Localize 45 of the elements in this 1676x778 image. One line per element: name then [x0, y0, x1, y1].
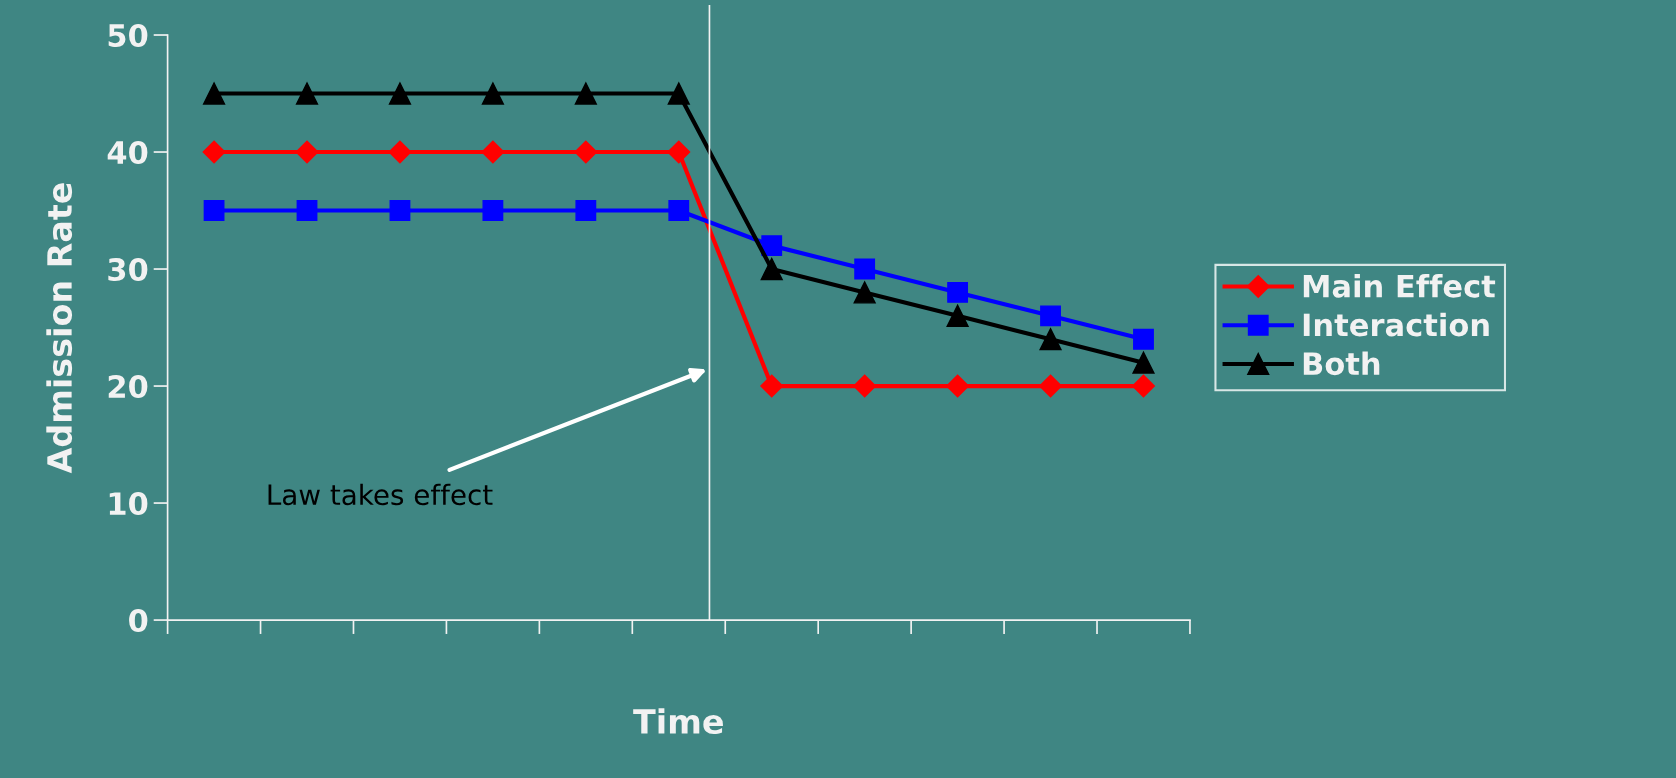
- point: [667, 140, 691, 164]
- y-axis-title: Admission Rate: [46, 183, 73, 474]
- y-tick-label: 50: [108, 23, 148, 48]
- point: [853, 281, 876, 304]
- point: [946, 304, 969, 327]
- legend-label: Interaction: [1303, 312, 1489, 337]
- point: [575, 200, 597, 221]
- legend-label: Main Effect: [1303, 274, 1496, 298]
- point: [854, 258, 876, 280]
- point: [853, 374, 877, 398]
- point: [1040, 305, 1061, 327]
- point: [946, 374, 970, 398]
- point: [761, 235, 783, 257]
- point: [668, 200, 690, 221]
- point: [295, 140, 319, 164]
- y-tick-label: 0: [129, 609, 148, 633]
- point: [481, 140, 505, 164]
- point: [481, 82, 505, 105]
- annotation: Law takes effect: [268, 483, 493, 506]
- y-tick-label: 30: [108, 257, 148, 282]
- point: [574, 140, 598, 164]
- point: [1039, 328, 1062, 351]
- point: [760, 257, 783, 281]
- point: [667, 82, 690, 105]
- y-tick-label: 20: [108, 374, 148, 399]
- y-tick-label: 10: [109, 491, 148, 516]
- point: [1132, 351, 1155, 374]
- point: [296, 200, 318, 221]
- point: [1039, 374, 1063, 398]
- point: [947, 282, 969, 303]
- point: [202, 140, 226, 164]
- point: [1133, 328, 1154, 350]
- point: [203, 200, 225, 221]
- y-tick-label: 40: [107, 140, 148, 165]
- point: [760, 374, 784, 398]
- point: [482, 200, 504, 221]
- point: [388, 140, 412, 164]
- point: [389, 200, 411, 221]
- point: [202, 82, 226, 105]
- legend-label: Both: [1303, 351, 1380, 376]
- point: [1131, 374, 1155, 398]
- point: [388, 82, 412, 105]
- point: [574, 82, 597, 105]
- x-axis-title: Time: [633, 708, 723, 735]
- point: [295, 82, 319, 105]
